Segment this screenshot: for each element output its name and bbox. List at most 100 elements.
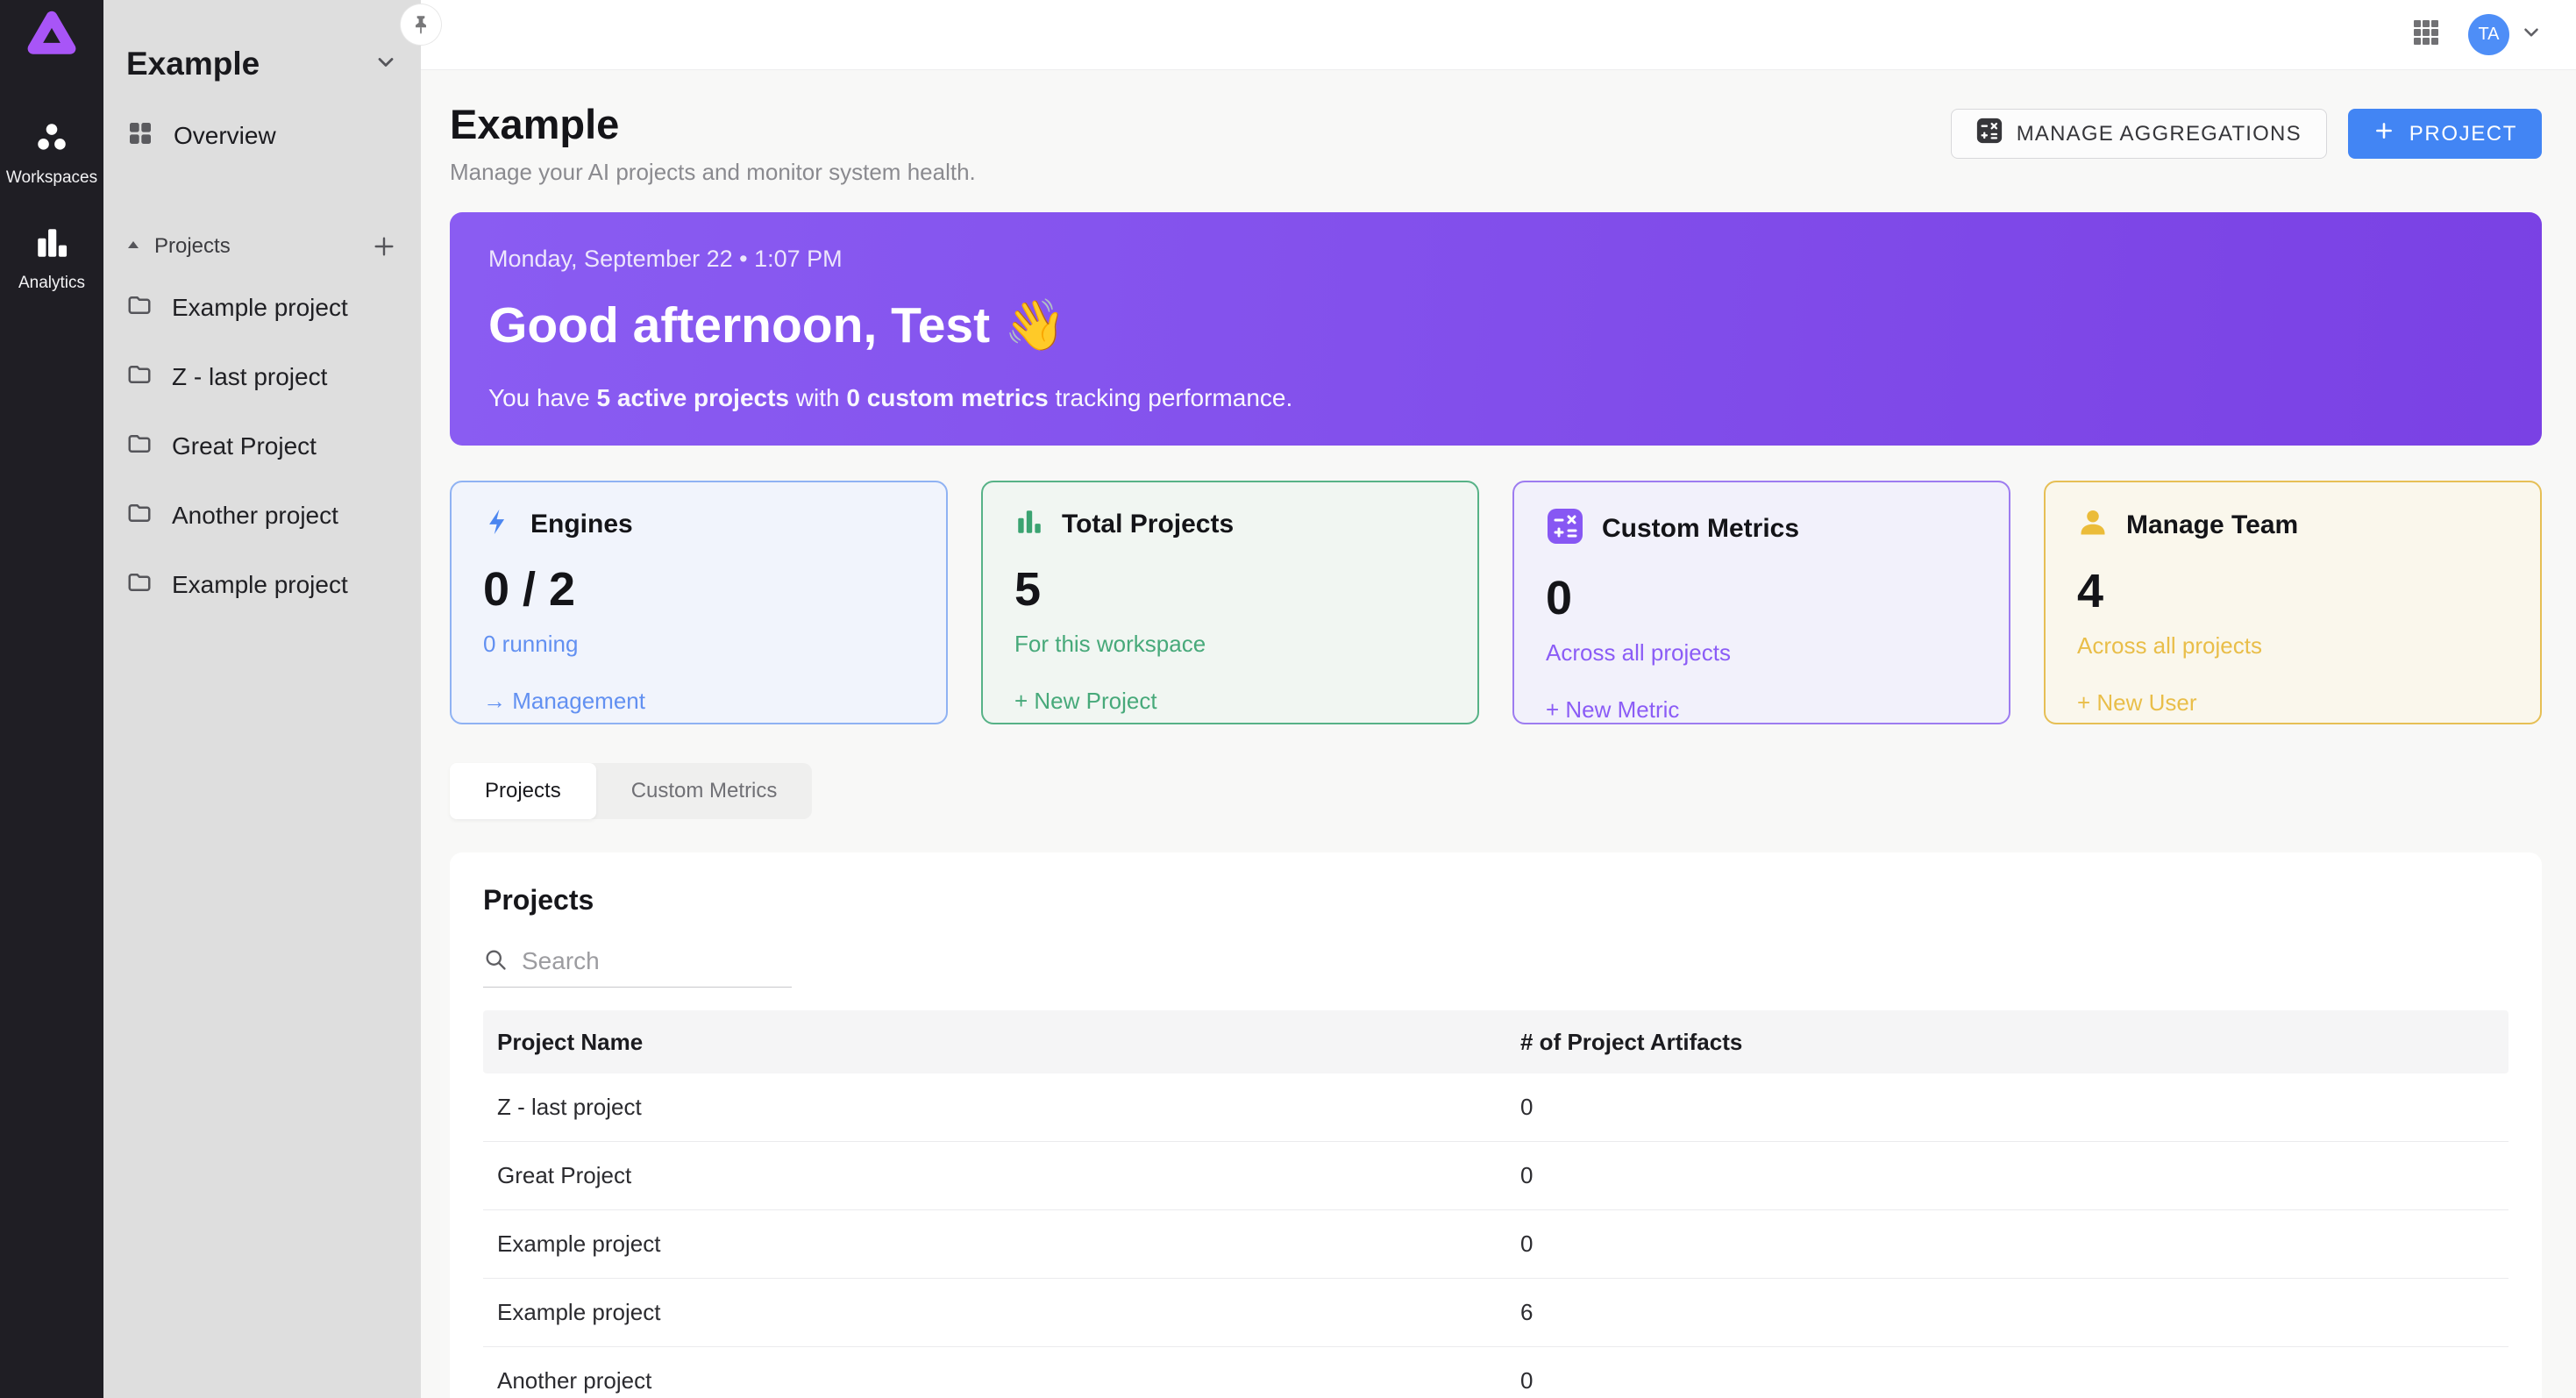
stat-cards: Engines 0 / 2 0 running → Management Tot… (450, 481, 2542, 724)
card-value: 5 (1014, 563, 1042, 616)
greeting-text: Good afternoon, Test (488, 297, 991, 353)
table-row[interactable]: Another project 0 (483, 1347, 2508, 1398)
brand-logo-icon[interactable] (26, 9, 77, 60)
card-title: Custom Metrics (1602, 513, 1800, 543)
folder-icon (126, 500, 153, 531)
add-project-icon[interactable] (370, 232, 398, 260)
stats-custom-metrics: 0 custom metrics (846, 384, 1049, 411)
projects-panel: Projects Project Name # of Project Artif… (450, 852, 2542, 1398)
wave-emoji: 👋 (1003, 297, 1066, 353)
engines-card: Engines 0 / 2 0 running → Management (450, 481, 948, 724)
cell-artifact-count: 6 (1520, 1299, 1534, 1325)
calculator-icon (1976, 118, 2003, 150)
stats-prefix: You have (488, 384, 590, 411)
analytics-icon (33, 225, 70, 266)
collapse-triangle-icon[interactable] (126, 238, 140, 256)
card-title: Engines (530, 509, 633, 539)
cell-artifact-count: 0 (1520, 1367, 1534, 1394)
total-projects-card: Total Projects 5 For this workspace + Ne… (981, 481, 1479, 724)
topbar: TA (421, 0, 2576, 70)
page-title: Example (450, 101, 620, 147)
project-name: Great Project (172, 432, 317, 460)
search-input[interactable] (520, 946, 792, 976)
manage-aggregations-button[interactable]: MANAGE AGGREGATIONS (1950, 109, 2327, 159)
sidebar-project-item[interactable]: Great Project (126, 411, 398, 481)
page-content: Example Manage your AI projects and moni… (421, 70, 2576, 1398)
overview-grid-icon (126, 119, 154, 152)
new-user-link[interactable]: + New User (2077, 689, 2197, 716)
management-link[interactable]: → Management (483, 688, 645, 714)
search-icon (483, 947, 508, 976)
workspaces-icon (33, 119, 70, 160)
sidebar-project-item[interactable]: Example project (126, 550, 398, 619)
tab-projects[interactable]: Projects (450, 763, 596, 819)
main-area: TA Example Manage your AI projects and m… (421, 0, 2576, 1398)
banner-greeting: Good afternoon, Test 👋 (488, 296, 2503, 354)
table-row[interactable]: Example project 0 (483, 1210, 2508, 1279)
cell-project-name: Example project (497, 1299, 661, 1325)
card-title: Total Projects (1062, 509, 1235, 539)
primary-rail: Workspaces Analytics (0, 0, 103, 1398)
panel-title: Projects (483, 884, 594, 916)
table-row[interactable]: Example project 6 (483, 1279, 2508, 1347)
rail-item-analytics[interactable]: Analytics (18, 225, 85, 293)
folder-icon (126, 361, 153, 392)
manage-aggregations-label: MANAGE AGGREGATIONS (2016, 121, 2302, 146)
project-name: Another project (172, 501, 338, 529)
column-header-artifacts[interactable]: # of Project Artifacts (1496, 1029, 2508, 1056)
banner-stats: You have 5 active projects with 0 custom… (488, 384, 2503, 412)
card-subtitle: For this workspace (1014, 631, 1206, 657)
tab-custom-metrics[interactable]: Custom Metrics (630, 779, 778, 802)
rail-item-workspaces[interactable]: Workspaces (6, 119, 97, 188)
page-subtitle: Manage your AI projects and monitor syst… (450, 159, 976, 185)
sidebar-project-item[interactable]: Z - last project (126, 342, 398, 411)
card-value: 4 (2077, 565, 2104, 617)
project-name: Example project (172, 293, 348, 321)
folder-icon (126, 431, 153, 461)
stats-active-projects: 5 active projects (596, 384, 789, 411)
new-project-link[interactable]: + New Project (1014, 688, 1157, 714)
new-project-button[interactable]: PROJECT (2347, 109, 2542, 159)
sidebar-item-label: Overview (174, 121, 276, 149)
content-tabs: Projects Custom Metrics (450, 763, 813, 819)
bar-chart-icon (1014, 507, 1044, 541)
cell-artifact-count: 0 (1520, 1230, 1534, 1257)
custom-metrics-card: Custom Metrics 0 Across all projects + N… (1512, 481, 2010, 724)
card-subtitle: 0 running (483, 631, 579, 657)
table-header: Project Name # of Project Artifacts (483, 1010, 2508, 1073)
sidebar-project-item[interactable]: Another project (126, 481, 398, 550)
new-project-label: PROJECT (2409, 121, 2517, 146)
projects-section-label: Projects (154, 234, 231, 258)
manage-team-card: Manage Team 4 Across all projects + New … (2044, 481, 2542, 724)
workspace-chevron-down-icon[interactable] (374, 50, 398, 79)
projects-table: Project Name # of Project Artifacts Z - … (483, 1010, 2508, 1398)
account-menu[interactable]: TA (2468, 14, 2543, 55)
banner-date: Monday, September 22 • 1:07 PM (488, 246, 843, 272)
rail-item-label: Workspaces (5, 168, 98, 187)
stats-suffix: tracking performance. (1055, 384, 1293, 411)
table-row[interactable]: Great Project 0 (483, 1142, 2508, 1210)
column-header-project-name[interactable]: Project Name (497, 1028, 644, 1055)
apps-grid-icon[interactable] (2410, 17, 2442, 53)
calculator-icon (1546, 507, 1584, 550)
card-title: Manage Team (2126, 510, 2299, 539)
cell-artifact-count: 0 (1520, 1162, 1534, 1188)
folder-icon (126, 292, 153, 323)
card-subtitle: Across all projects (1546, 639, 1731, 666)
greeting-banner: Monday, September 22 • 1:07 PM Good afte… (450, 212, 2542, 446)
folder-icon (126, 569, 153, 600)
cell-project-name: Another project (497, 1367, 652, 1394)
card-value: 0 / 2 (483, 563, 576, 616)
pin-sidebar-button[interactable] (401, 4, 441, 45)
projects-section-header: Projects (126, 232, 398, 260)
project-name: Example project (172, 570, 348, 598)
new-metric-link[interactable]: + New Metric (1546, 696, 1680, 723)
sidebar-item-overview[interactable]: Overview (126, 119, 398, 152)
rail-item-label: Analytics (18, 274, 86, 292)
table-row[interactable]: Z - last project 0 (483, 1073, 2508, 1142)
account-chevron-down-icon (2520, 21, 2543, 48)
card-value: 0 (1546, 572, 1573, 624)
sidebar-project-item[interactable]: Example project (126, 273, 398, 342)
avatar[interactable]: TA (2468, 14, 2509, 55)
